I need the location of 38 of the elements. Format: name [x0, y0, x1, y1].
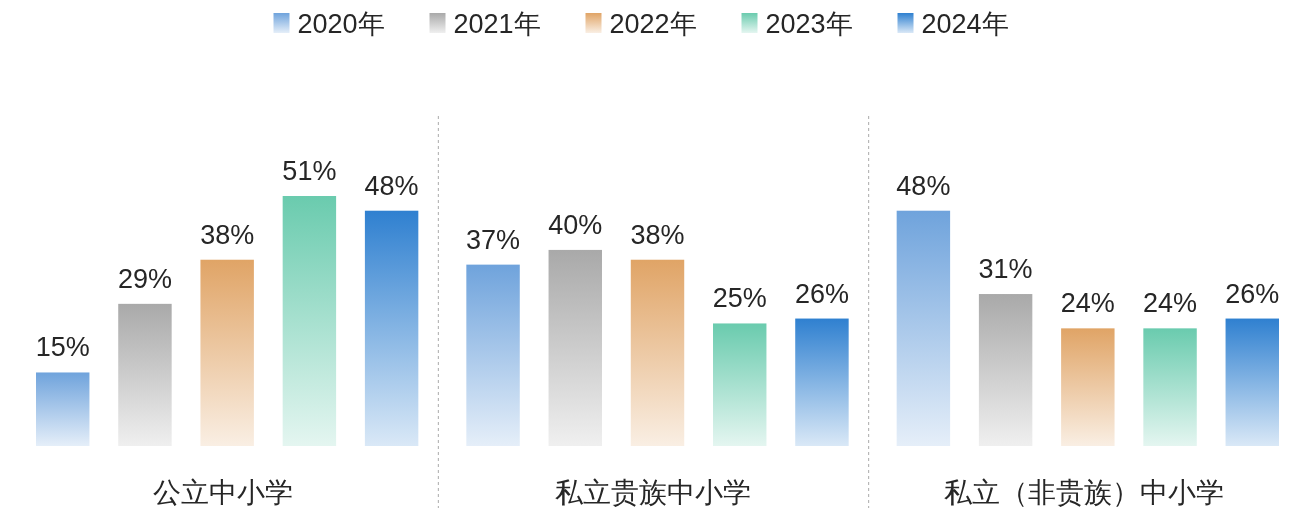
- data-label: 38%: [200, 219, 255, 250]
- x-tick-label: 私立（非贵族）中小学: [943, 477, 1224, 508]
- bar: [1225, 318, 1279, 446]
- legend-label: 2023年: [765, 9, 853, 39]
- data-label: 25%: [712, 283, 767, 314]
- bar: [713, 323, 767, 446]
- bar: [1061, 328, 1115, 446]
- bar: [200, 259, 254, 446]
- legend-label: 2024年: [921, 9, 1009, 39]
- bar: [36, 372, 90, 446]
- data-label: 26%: [1225, 278, 1280, 309]
- data-label: 29%: [117, 263, 172, 294]
- data-label: 31%: [978, 254, 1033, 285]
- bar: [466, 264, 520, 446]
- bar: [896, 210, 951, 446]
- bar: [364, 210, 419, 446]
- bar: [118, 303, 172, 446]
- legend-label: 2020年: [297, 9, 385, 39]
- bar: [630, 259, 685, 446]
- bar: [978, 294, 1033, 446]
- data-label: 26%: [794, 278, 849, 309]
- data-label: 40%: [548, 209, 603, 240]
- data-label: 37%: [466, 224, 521, 255]
- bar: [1143, 328, 1197, 446]
- x-tick-label: 私立贵族中小学: [555, 477, 752, 508]
- bar: [548, 249, 602, 446]
- data-label: 51%: [282, 156, 337, 186]
- data-label: 48%: [896, 170, 951, 201]
- data-label: 15%: [35, 332, 90, 363]
- legend-label: 2022年: [609, 9, 697, 39]
- data-label: 24%: [1143, 288, 1198, 319]
- data-label: 24%: [1060, 288, 1115, 319]
- bar: [795, 318, 849, 446]
- bar: [282, 196, 337, 446]
- data-label: 38%: [630, 219, 685, 250]
- x-tick-label: 公立中小学: [153, 477, 294, 508]
- data-label: 48%: [364, 170, 419, 201]
- legend-label: 2021年: [453, 9, 541, 39]
